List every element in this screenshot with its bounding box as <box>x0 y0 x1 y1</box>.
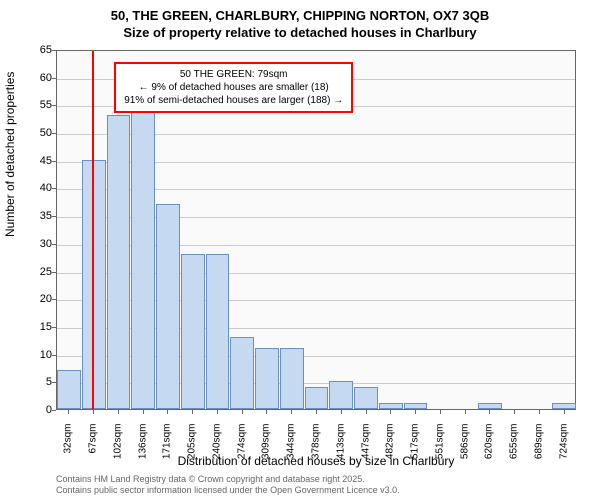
y-tick <box>52 355 56 356</box>
y-tick <box>52 78 56 79</box>
x-tick-label: 136sqm <box>137 424 148 464</box>
histogram-bar <box>255 348 279 409</box>
x-tick-label: 171sqm <box>162 424 173 464</box>
x-tick <box>118 410 119 414</box>
y-tick-label: 50 <box>22 127 52 139</box>
y-tick <box>52 244 56 245</box>
y-tick-label: 10 <box>22 349 52 361</box>
y-tick <box>52 133 56 134</box>
histogram-bar <box>156 204 180 409</box>
title-line-1: 50, THE GREEN, CHARLBURY, CHIPPING NORTO… <box>0 8 600 25</box>
x-tick <box>316 410 317 414</box>
y-tick <box>52 105 56 106</box>
y-tick <box>52 50 56 51</box>
histogram-bar <box>329 381 353 409</box>
histogram-bar <box>230 337 254 409</box>
x-tick-label: 586sqm <box>459 424 470 464</box>
histogram-bar <box>478 403 502 409</box>
x-tick-label: 413sqm <box>335 424 346 464</box>
x-tick-label: 620sqm <box>484 424 495 464</box>
y-tick-label: 35 <box>22 210 52 222</box>
x-tick <box>167 410 168 414</box>
histogram-bar <box>552 403 576 409</box>
y-tick-label: 25 <box>22 266 52 278</box>
x-tick <box>465 410 466 414</box>
y-tick-label: 20 <box>22 293 52 305</box>
footer-line-1: Contains HM Land Registry data © Crown c… <box>56 474 400 485</box>
y-tick <box>52 299 56 300</box>
footer-line-2: Contains public sector information licen… <box>56 485 400 496</box>
x-tick-label: 205sqm <box>187 424 198 464</box>
x-tick-label: 67sqm <box>88 424 99 464</box>
x-tick <box>93 410 94 414</box>
x-tick-label: 482sqm <box>385 424 396 464</box>
x-tick-label: 447sqm <box>360 424 371 464</box>
histogram-bar <box>206 254 230 409</box>
x-tick <box>415 410 416 414</box>
x-tick-label: 309sqm <box>261 424 272 464</box>
x-tick <box>564 410 565 414</box>
x-tick-label: 517sqm <box>410 424 421 464</box>
x-tick-label: 274sqm <box>236 424 247 464</box>
y-tick-label: 5 <box>22 376 52 388</box>
x-tick <box>143 410 144 414</box>
y-tick-label: 55 <box>22 99 52 111</box>
x-tick <box>514 410 515 414</box>
x-tick-label: 551sqm <box>434 424 445 464</box>
x-tick <box>192 410 193 414</box>
histogram-bar <box>181 254 205 409</box>
y-tick-label: 45 <box>22 155 52 167</box>
x-tick <box>539 410 540 414</box>
y-tick <box>52 272 56 273</box>
x-tick <box>390 410 391 414</box>
plot-area: 50 THE GREEN: 79sqm← 9% of detached hous… <box>56 50 576 410</box>
annotation-line-2: ← 9% of detached houses are smaller (18) <box>124 81 343 94</box>
x-tick <box>366 410 367 414</box>
property-marker-line <box>92 51 94 409</box>
y-tick <box>52 327 56 328</box>
y-tick-label: 40 <box>22 182 52 194</box>
y-tick-label: 65 <box>22 44 52 56</box>
chart-title: 50, THE GREEN, CHARLBURY, CHIPPING NORTO… <box>0 0 600 42</box>
x-tick-label: 724sqm <box>558 424 569 464</box>
chart-footer: Contains HM Land Registry data © Crown c… <box>56 474 400 496</box>
histogram-bar <box>57 370 81 409</box>
x-tick <box>489 410 490 414</box>
histogram-bar <box>354 387 378 409</box>
title-line-2: Size of property relative to detached ho… <box>0 25 600 42</box>
annotation-line-3: 91% of semi-detached houses are larger (… <box>124 94 343 107</box>
x-tick-label: 240sqm <box>211 424 222 464</box>
histogram-bar <box>379 403 403 409</box>
x-tick-label: 32sqm <box>63 424 74 464</box>
y-tick <box>52 382 56 383</box>
y-tick <box>52 161 56 162</box>
y-tick-label: 15 <box>22 321 52 333</box>
y-tick-label: 60 <box>22 72 52 84</box>
y-axis-title: Number of detached properties <box>3 72 17 237</box>
histogram-bar <box>305 387 329 409</box>
x-tick-label: 344sqm <box>286 424 297 464</box>
y-tick <box>52 216 56 217</box>
x-tick <box>291 410 292 414</box>
histogram-bar <box>280 348 304 409</box>
x-tick-label: 655sqm <box>509 424 520 464</box>
x-tick <box>242 410 243 414</box>
x-tick <box>440 410 441 414</box>
x-tick <box>341 410 342 414</box>
y-tick <box>52 188 56 189</box>
histogram-bar <box>404 403 428 409</box>
x-tick-label: 378sqm <box>311 424 322 464</box>
histogram-bar <box>107 115 131 409</box>
x-tick <box>217 410 218 414</box>
x-tick <box>68 410 69 414</box>
x-tick-label: 689sqm <box>533 424 544 464</box>
annotation-line-1: 50 THE GREEN: 79sqm <box>124 68 343 81</box>
histogram-bar <box>131 110 155 409</box>
y-tick-label: 30 <box>22 238 52 250</box>
x-tick-label: 102sqm <box>112 424 123 464</box>
annotation-box: 50 THE GREEN: 79sqm← 9% of detached hous… <box>114 62 353 113</box>
y-tick <box>52 410 56 411</box>
y-tick-label: 0 <box>22 404 52 416</box>
x-tick <box>266 410 267 414</box>
